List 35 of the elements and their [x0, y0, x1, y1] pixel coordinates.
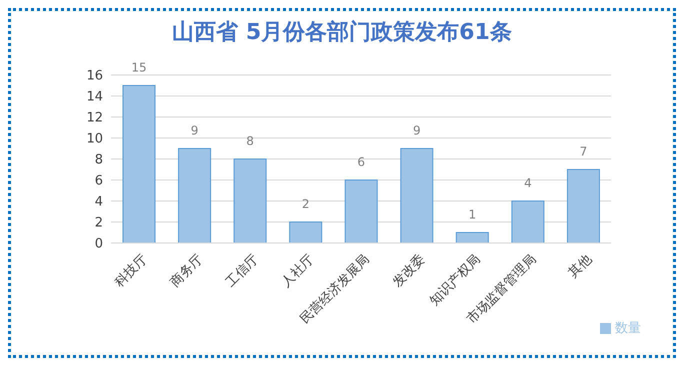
data-label: 9 — [190, 124, 198, 138]
data-label: 1 — [468, 208, 476, 222]
y-tick-label: 16 — [86, 68, 103, 84]
bar — [122, 85, 156, 243]
legend-label: 数量 — [615, 321, 641, 336]
data-label: 4 — [524, 176, 532, 190]
y-tick-label: 10 — [86, 132, 103, 147]
x-tick-label: 商务厅 — [168, 252, 206, 290]
bar — [511, 200, 544, 243]
data-label: 7 — [580, 144, 588, 158]
data-label: 15 — [131, 60, 147, 74]
bar — [344, 180, 378, 243]
y-tick-label: 8 — [94, 152, 103, 168]
x-tick-label: 其他 — [566, 252, 595, 282]
y-tick-label: 0 — [94, 236, 103, 252]
y-tick-label: 2 — [94, 216, 103, 231]
data-label: 6 — [357, 155, 366, 169]
chart-title: 山西省 5月份各部门政策发布61条 — [171, 18, 513, 47]
y-tick-label: 12 — [86, 110, 103, 126]
y-tick-label: 6 — [94, 174, 103, 189]
bar — [566, 169, 600, 243]
y-tick-label: 4 — [94, 194, 103, 210]
bar — [289, 222, 322, 243]
y-tick-label: 14 — [86, 90, 103, 105]
bar — [234, 158, 267, 243]
bar — [400, 148, 434, 243]
data-label: 9 — [412, 124, 421, 138]
x-tick-label: 发改委 — [390, 252, 428, 290]
x-tick-label: 工信厅 — [223, 252, 262, 290]
x-tick-label: 科技厅 — [112, 252, 150, 290]
bar — [456, 232, 489, 243]
data-label: 2 — [302, 197, 310, 211]
x-tick-label: 人社厅 — [278, 252, 318, 290]
data-label: 8 — [246, 134, 254, 148]
bar — [178, 148, 212, 243]
